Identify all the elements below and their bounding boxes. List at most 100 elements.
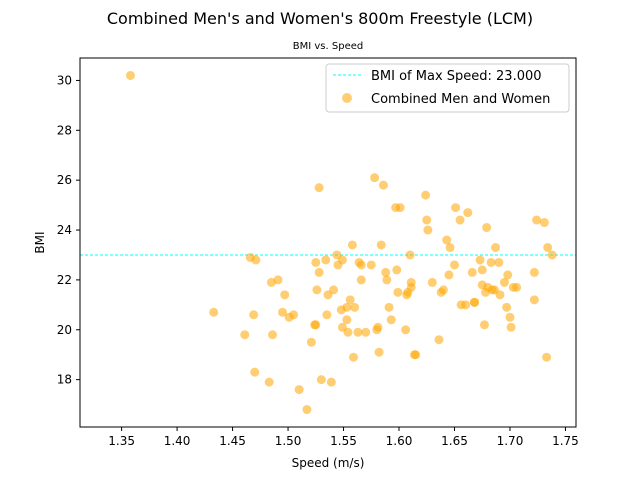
scatter-point xyxy=(349,352,359,362)
scatter-point xyxy=(386,315,396,325)
scatter-point xyxy=(469,297,479,307)
legend-series-label: Combined Men and Women xyxy=(371,92,550,107)
x-tick-label: 1.55 xyxy=(330,434,357,448)
scatter-point xyxy=(251,255,261,265)
scatter-point xyxy=(273,275,283,285)
scatter-point xyxy=(461,300,471,310)
y-axis-label: BMI xyxy=(33,231,47,253)
x-tick-label: 1.35 xyxy=(108,434,135,448)
scatter-point xyxy=(494,257,504,267)
legend-series-marker xyxy=(342,93,352,103)
scatter-point xyxy=(423,225,433,235)
scatter-point xyxy=(347,240,357,250)
scatter-point xyxy=(444,270,454,280)
x-axis-label: Speed (m/s) xyxy=(292,456,365,470)
x-tick-label: 1.45 xyxy=(219,434,246,448)
scatter-point xyxy=(506,322,516,332)
scatter-point xyxy=(326,377,336,387)
scatter-point xyxy=(378,180,388,190)
scatter-point xyxy=(356,275,366,285)
y-tick-label: 30 xyxy=(57,73,72,87)
scatter-point xyxy=(411,350,421,360)
scatter-point xyxy=(311,257,321,267)
scatter-point xyxy=(382,275,392,285)
scatter-point xyxy=(350,302,360,312)
scatter-point xyxy=(342,302,352,312)
chart-title: Combined Men's and Women's 800m Freestyl… xyxy=(107,9,533,28)
plot-area: 1.35 1.40 1.45 1.50 1.55 1.60 1.65 1.70 1.75 18 2… xyxy=(57,57,579,448)
x-tick-label: 1.65 xyxy=(441,434,468,448)
scatter-point xyxy=(401,325,411,335)
scatter-point xyxy=(373,322,383,332)
axes-frame xyxy=(79,57,577,428)
y-tick-label: 28 xyxy=(57,123,72,137)
scatter-point xyxy=(427,277,437,287)
scatter-point xyxy=(125,70,135,80)
legend: BMI of Max Speed: 23.000 Combined Men an… xyxy=(325,63,570,113)
scatter-point xyxy=(381,267,391,277)
scatter-point xyxy=(249,310,259,320)
y-tick-label: 26 xyxy=(57,173,72,187)
scatter-point xyxy=(392,265,402,275)
scatter-point xyxy=(467,267,477,277)
scatter-point xyxy=(395,203,405,213)
scatter-point xyxy=(280,290,290,300)
x-tick-label: 1.40 xyxy=(164,434,191,448)
chart-subtitle: BMI vs. Speed xyxy=(293,41,363,52)
scatter-point xyxy=(316,375,326,385)
scatter-point xyxy=(479,320,489,330)
legend-frame xyxy=(325,63,570,113)
scatter-point xyxy=(542,352,552,362)
points-layer xyxy=(125,70,557,415)
scatter-point xyxy=(345,295,355,305)
scatter-point xyxy=(250,367,260,377)
scatter-point xyxy=(353,327,363,337)
scatter-point xyxy=(503,270,513,280)
scatter-point xyxy=(539,218,549,228)
scatter-point xyxy=(482,223,492,233)
scatter-point xyxy=(547,250,557,260)
axes-background xyxy=(80,58,576,427)
scatter-point xyxy=(342,315,352,325)
scatter-point xyxy=(499,277,509,287)
x-tick-label: 1.60 xyxy=(386,434,413,448)
scatter-point xyxy=(505,312,515,322)
scatter-point xyxy=(209,307,219,317)
scatter-point xyxy=(495,290,505,300)
scatter-point xyxy=(321,255,331,265)
legend-reference-line-label: BMI of Max Speed: 23.000 xyxy=(371,69,542,84)
x-tick-label: 1.75 xyxy=(552,434,579,448)
scatter-point xyxy=(421,190,431,200)
x-tick-label: 1.70 xyxy=(497,434,524,448)
scatter-point xyxy=(374,347,384,357)
scatter-point xyxy=(532,215,542,225)
scatter-point xyxy=(264,377,274,387)
scatter-point xyxy=(477,265,487,275)
scatter-point xyxy=(376,240,386,250)
scatter-point xyxy=(311,320,321,330)
scatter-point xyxy=(361,327,371,337)
x-tick-label: 1.50 xyxy=(275,434,302,448)
scatter-point xyxy=(322,310,332,320)
scatter-point xyxy=(268,330,278,340)
scatter-point xyxy=(475,255,485,265)
scatter-point xyxy=(314,183,324,193)
scatter-point xyxy=(455,215,465,225)
scatter-point xyxy=(451,203,461,213)
scatter-point xyxy=(450,260,459,270)
x-axis-ticks: 1.35 1.40 1.45 1.50 1.55 1.60 1.65 1.70 1.75 xyxy=(108,427,579,448)
scatter-point xyxy=(434,335,444,345)
scatter-point xyxy=(240,330,250,340)
scatter-point xyxy=(289,310,299,320)
scatter-point xyxy=(356,260,366,270)
scatter-point xyxy=(337,255,347,265)
y-tick-label: 18 xyxy=(57,373,72,387)
y-axis-ticks: 18 20 22 24 26 28 30 xyxy=(57,73,80,387)
scatter-point xyxy=(502,302,512,312)
y-tick-label: 22 xyxy=(57,273,72,287)
scatter-point xyxy=(329,285,339,295)
scatter-point xyxy=(442,235,452,245)
scatter-point xyxy=(438,285,448,295)
scatter-point xyxy=(384,302,394,312)
scatter-point xyxy=(393,287,403,297)
